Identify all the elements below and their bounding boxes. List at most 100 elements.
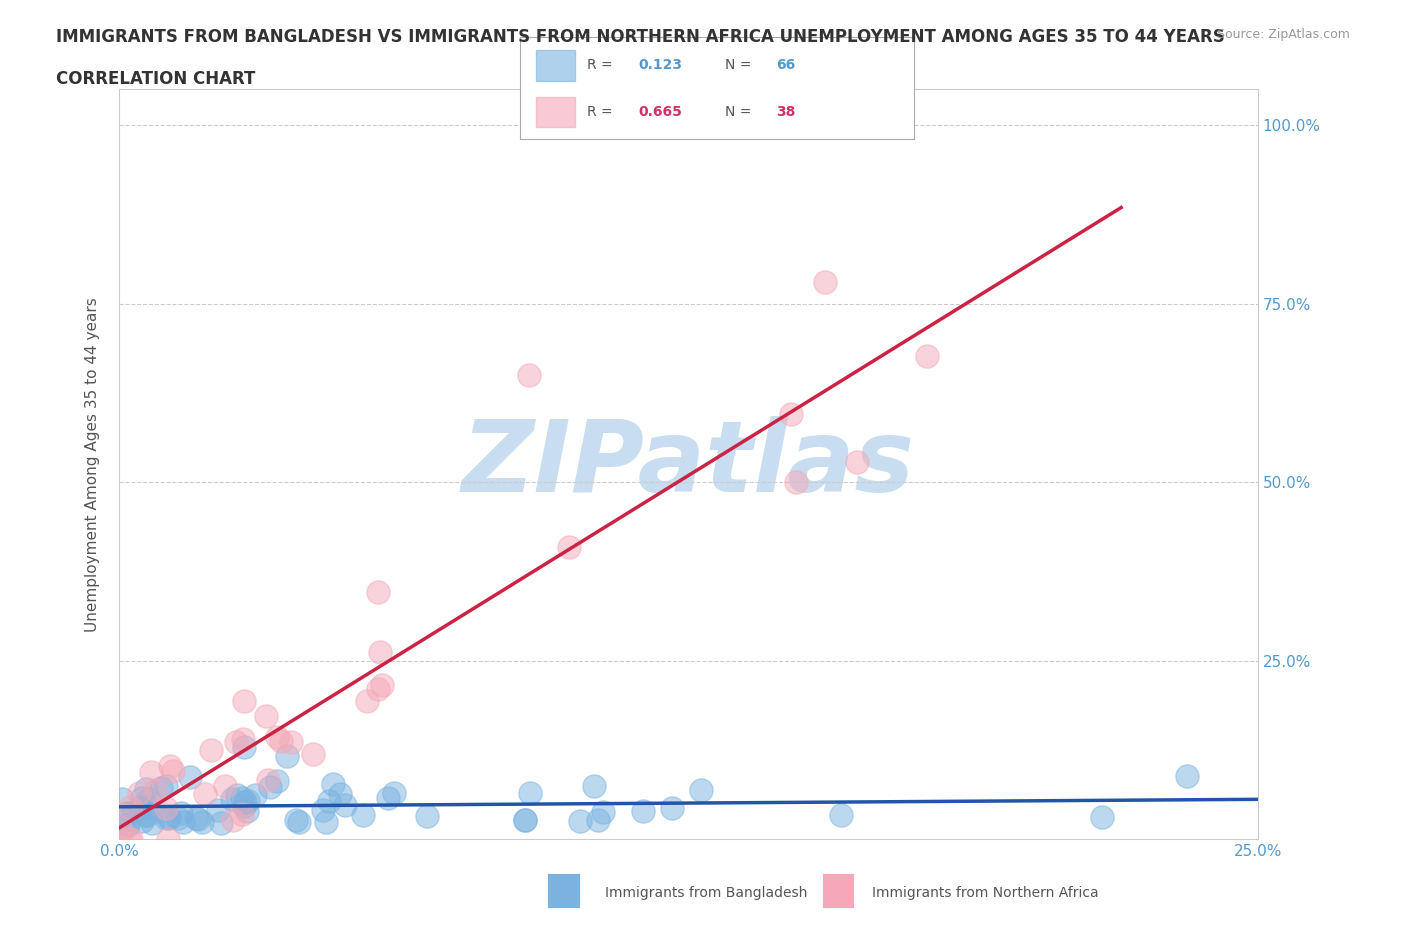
Point [318,793,340,808]
Text: 0.665: 0.665 [638,105,682,119]
Point [515,813,537,828]
Point [128,786,150,801]
Point [117,817,139,832]
Point [135,782,157,797]
Point [266,774,288,789]
Point [785,474,807,489]
Point [122,804,145,819]
Text: IMMIGRANTS FROM BANGLADESH VS IMMIGRANTS FROM NORTHERN AFRICA UNEMPLOYMENT AMONG: IMMIGRANTS FROM BANGLADESH VS IMMIGRANTS… [56,28,1225,46]
Point [301,746,323,761]
Point [558,539,581,554]
Text: N =: N = [725,105,755,119]
Point [690,783,713,798]
Point [141,816,163,830]
Point [179,770,201,785]
Point [131,814,153,829]
Point [145,782,167,797]
Point [150,780,173,795]
Point [167,811,190,826]
Text: R =: R = [588,105,617,119]
Text: Immigrants from Northern Africa: Immigrants from Northern Africa [872,885,1098,900]
Point [157,810,180,825]
Point [231,806,253,821]
Point [207,803,229,817]
Point [586,813,609,828]
Point [517,367,540,382]
Point [139,764,162,779]
Point [128,799,150,814]
Point [367,681,389,696]
Point [356,694,378,709]
Point [371,677,394,692]
Text: CORRELATION CHART: CORRELATION CHART [56,70,256,87]
Point [111,791,134,806]
Point [134,807,156,822]
Point [266,730,288,745]
Point [845,454,868,469]
Y-axis label: Unemployment Among Ages 35 to 44 years: Unemployment Among Ages 35 to 44 years [86,297,100,631]
Point [284,813,307,828]
Point [368,644,391,659]
Point [256,709,278,724]
Point [191,815,214,830]
Point [382,785,405,800]
Point [194,786,217,801]
Point [367,585,389,600]
Point [377,790,399,805]
Text: 0.123: 0.123 [638,58,682,72]
Text: R =: R = [588,58,617,72]
Point [312,803,335,817]
Point [276,749,298,764]
Point [159,759,181,774]
Point [233,795,256,810]
Point [222,812,245,827]
Point [232,731,254,746]
Point [238,793,260,808]
Point [232,799,254,814]
Text: ZIPatlas: ZIPatlas [463,416,915,512]
Text: Immigrants from Bangladesh: Immigrants from Bangladesh [605,885,807,900]
Point [156,832,179,847]
Point [352,808,374,823]
Point [329,787,352,802]
Point [172,815,194,830]
Point [120,800,142,815]
Point [280,735,302,750]
Point [1175,769,1198,784]
Point [256,772,278,787]
Point [155,800,177,815]
Point [226,787,249,802]
Point [582,778,605,793]
Point [661,801,683,816]
Point [416,808,439,823]
Point [519,786,541,801]
Point [333,798,356,813]
Text: 38: 38 [776,105,796,119]
FancyBboxPatch shape [536,50,575,81]
Point [200,743,222,758]
Point [233,693,256,708]
Text: Source: ZipAtlas.com: Source: ZipAtlas.com [1216,28,1350,41]
Point [108,821,131,836]
Point [186,810,208,825]
Point [779,406,801,421]
Point [187,812,209,827]
Point [915,349,938,364]
Point [259,779,281,794]
Point [221,791,243,806]
Point [568,814,591,829]
Point [814,274,837,289]
Point [155,810,177,825]
Point [138,791,160,806]
Text: 66: 66 [776,58,796,72]
FancyBboxPatch shape [536,97,575,127]
Point [162,764,184,778]
Point [214,778,236,793]
Point [170,805,193,820]
Point [232,739,254,754]
Point [135,800,157,815]
Point [1091,810,1114,825]
Point [209,816,232,830]
Point [592,804,614,819]
Point [155,778,177,793]
